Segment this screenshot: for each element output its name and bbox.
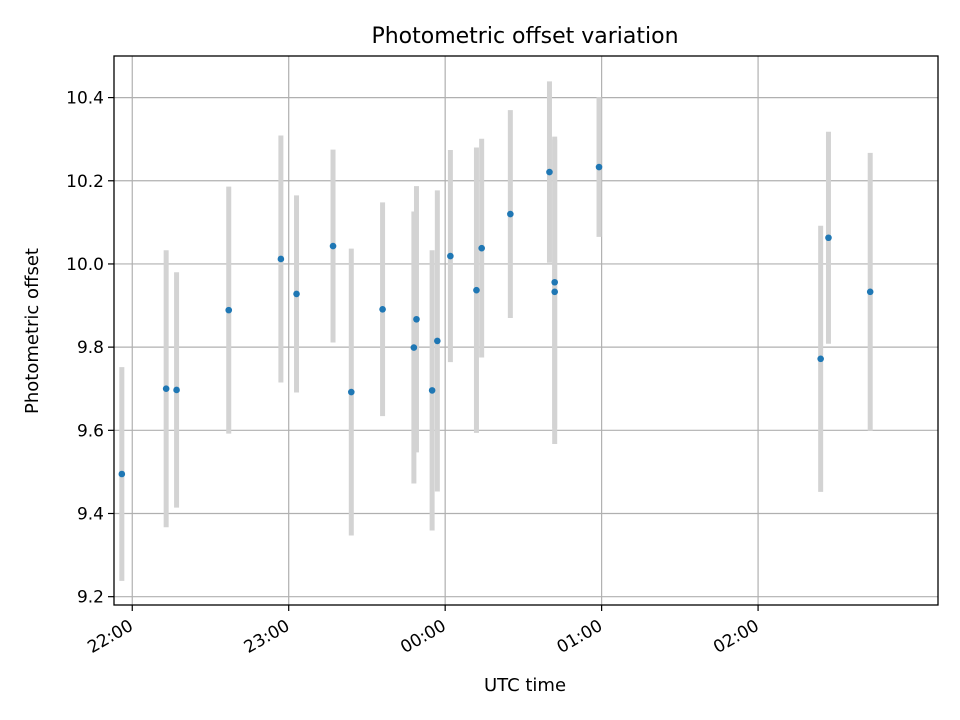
data-point bbox=[162, 385, 170, 393]
x-axis: 22:00 23:00 00:00 01:00 02:00 bbox=[84, 605, 763, 658]
x-tick-label: 02:00 bbox=[710, 616, 762, 658]
y-axis-label: Photometric offset bbox=[22, 248, 43, 414]
y-tick-label: 9.2 bbox=[77, 588, 104, 608]
data-point bbox=[225, 306, 233, 314]
x-tick-label: 00:00 bbox=[397, 616, 449, 658]
data-point bbox=[413, 315, 420, 323]
data-point bbox=[866, 288, 874, 296]
data-point bbox=[428, 387, 436, 394]
data-point bbox=[329, 242, 337, 250]
x-tick-label: 22:00 bbox=[84, 616, 136, 658]
data-point bbox=[546, 168, 553, 176]
chart-title: Photometric offset variation bbox=[371, 24, 678, 49]
data-point bbox=[173, 386, 180, 394]
grid bbox=[114, 56, 938, 605]
data-point bbox=[410, 344, 418, 351]
data-point bbox=[825, 234, 832, 242]
y-tick-label: 10.0 bbox=[66, 255, 104, 275]
y-tick-label: 10.4 bbox=[66, 89, 104, 109]
y-tick-label: 10.2 bbox=[66, 172, 104, 192]
data-point bbox=[478, 244, 485, 252]
x-axis-label: UTC time bbox=[484, 675, 566, 696]
data-point bbox=[551, 278, 558, 286]
data-point bbox=[118, 470, 126, 478]
data-point bbox=[379, 305, 386, 313]
data-point bbox=[595, 163, 603, 171]
y-tick-label: 9.4 bbox=[77, 505, 104, 525]
data-point bbox=[507, 210, 514, 218]
data-point bbox=[293, 290, 300, 298]
data-point bbox=[347, 388, 355, 396]
y-axis: 9.2 9.4 9.6 9.8 10.0 10.2 10.4 bbox=[66, 89, 114, 608]
y-tick-label: 9.8 bbox=[77, 338, 104, 358]
y-tick-label: 9.6 bbox=[77, 421, 104, 441]
data-point bbox=[277, 255, 285, 263]
data-point bbox=[434, 337, 441, 345]
x-tick-label: 23:00 bbox=[241, 616, 293, 658]
data-point bbox=[447, 252, 454, 260]
data-point bbox=[551, 288, 558, 296]
x-tick-label: 01:00 bbox=[554, 616, 606, 658]
data-point bbox=[817, 355, 824, 363]
plot-frame bbox=[113, 55, 939, 606]
data-points bbox=[118, 163, 874, 478]
data-point bbox=[473, 286, 480, 294]
